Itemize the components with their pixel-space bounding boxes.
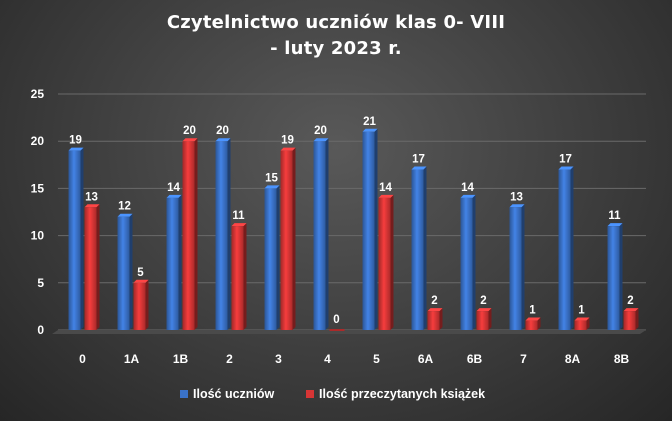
y-tick-label: 0 [37, 323, 44, 337]
bar-students-1A [117, 213, 133, 330]
data-label: 12 [118, 201, 131, 213]
bar-students-3 [264, 185, 280, 330]
data-label: 19 [69, 135, 82, 147]
x-tick-label: 5 [373, 352, 380, 366]
bar-books-8A [574, 317, 590, 330]
data-label: 20 [216, 125, 229, 137]
data-label: 15 [265, 172, 278, 184]
bar-students-6B [460, 194, 476, 330]
chart-title-line-1: Czytelnictwo uczniów klas 0- VIII [166, 12, 506, 33]
data-label: 14 [379, 182, 392, 194]
data-label: 14 [461, 182, 474, 194]
x-tick-label: 3 [275, 352, 282, 366]
data-label: 21 [363, 116, 376, 128]
y-tick-label: 15 [31, 181, 45, 195]
data-label: 17 [412, 154, 425, 166]
data-label: 1 [578, 305, 585, 317]
data-label: 2 [627, 295, 633, 307]
bar-books-4 [329, 329, 345, 331]
data-label: 19 [281, 135, 294, 147]
bar-books-8B [623, 308, 639, 330]
data-label: 5 [137, 267, 144, 279]
legend-swatch [180, 390, 188, 398]
y-tick-label: 10 [31, 229, 45, 243]
bar-students-5 [362, 128, 378, 330]
x-tick-label: 2 [226, 352, 233, 366]
x-tick-label: 6A [418, 352, 434, 366]
bar-books-7 [525, 317, 541, 330]
bar-students-8A [558, 166, 574, 330]
bar-books-5 [378, 194, 394, 330]
data-label: 13 [85, 191, 98, 203]
legend-label: Ilość przeczytanych książek [319, 387, 485, 401]
bar-students-7 [509, 204, 525, 330]
x-tick-label: 8A [565, 352, 581, 366]
data-label: 14 [167, 182, 180, 194]
bar-books-3 [280, 147, 296, 330]
bar-books-0 [84, 204, 100, 330]
bar-students-4 [313, 138, 329, 330]
data-label: 20 [183, 125, 196, 137]
bar-books-6A [427, 308, 443, 330]
x-tick-label: 7 [520, 352, 527, 366]
legend-label: Ilość uczniów [193, 387, 275, 401]
x-tick-label: 6B [467, 352, 483, 366]
data-label: 20 [314, 125, 327, 137]
legend-swatch [306, 390, 314, 398]
data-label: 17 [559, 154, 572, 166]
x-tick-label: 8B [614, 352, 630, 366]
data-label: 0 [333, 314, 339, 326]
data-label: 11 [608, 210, 621, 222]
data-label: 2 [480, 295, 486, 307]
data-label: 1 [529, 305, 536, 317]
y-tick-label: 20 [31, 134, 45, 148]
y-tick-label: 25 [31, 87, 45, 101]
x-tick-label: 0 [79, 352, 86, 366]
bar-books-1B [182, 138, 198, 330]
bar-students-1B [166, 194, 182, 330]
bar-books-6B [476, 308, 492, 330]
x-tick-label: 4 [324, 352, 331, 366]
bar-books-2 [231, 223, 247, 330]
x-tick-label: 1A [124, 352, 140, 366]
bar-students-6A [411, 166, 427, 330]
y-tick-label: 5 [37, 276, 44, 290]
bar-books-1A [133, 279, 149, 330]
bar-students-0 [68, 147, 84, 330]
chart-title-line-2: - luty 2023 r. [270, 38, 402, 59]
chart-title: Czytelnictwo uczniów klas 0- VIII - luty… [0, 10, 672, 62]
bar-students-8B [607, 223, 623, 330]
x-tick-label: 1B [173, 352, 189, 366]
data-label: 11 [232, 210, 245, 222]
chart-floor [52, 330, 646, 334]
data-label: 13 [510, 191, 523, 203]
bar-students-2 [215, 138, 231, 330]
data-label: 2 [431, 295, 437, 307]
